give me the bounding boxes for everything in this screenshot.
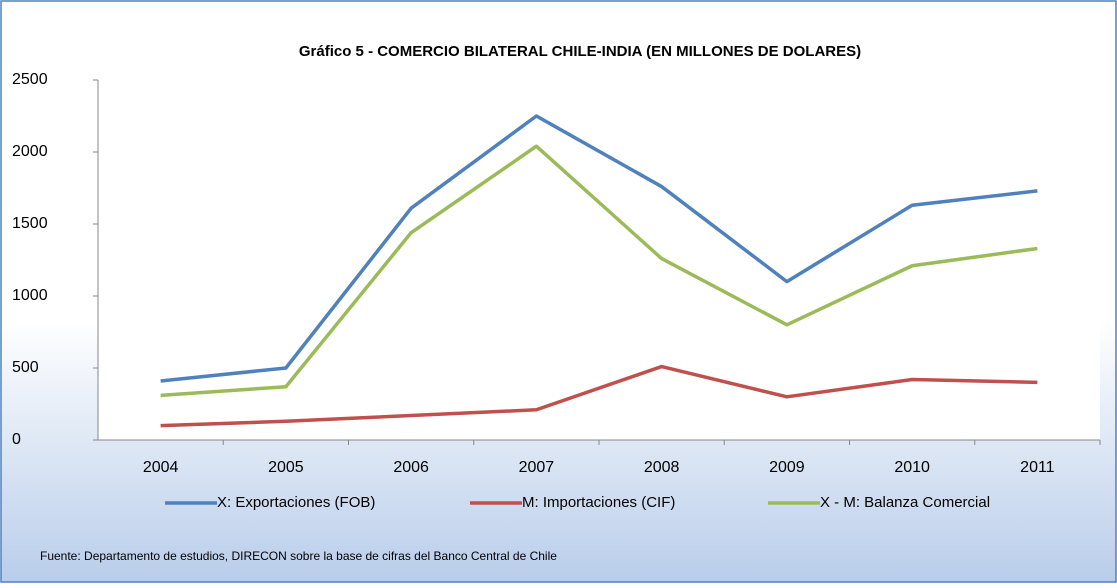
series-line <box>160 144 1038 398</box>
x-tick-label: 2008 <box>644 459 680 476</box>
y-tick-label: 2000 <box>12 143 48 160</box>
x-tick-label: 2010 <box>894 459 930 476</box>
x-tick-label: 2011 <box>1020 459 1055 476</box>
x-tick-label: 2007 <box>519 459 555 476</box>
y-tick-label: 500 <box>12 359 39 376</box>
x-tick-label: 2006 <box>393 459 429 476</box>
series-line <box>160 114 1038 383</box>
x-tick-label: 2004 <box>143 459 179 476</box>
source-note: Fuente: Departamento de estudios, DIRECO… <box>40 549 557 563</box>
y-tick-label: 0 <box>12 431 21 448</box>
y-tick-label: 1000 <box>12 287 48 304</box>
legend-label: X: Exportaciones (FOB) <box>217 494 375 511</box>
legend-label: M: Importaciones (CIF) <box>522 494 675 511</box>
chart-title: Gráfico 5 - COMERCIO BILATERAL CHILE-IND… <box>299 43 861 60</box>
series-line <box>160 364 1038 428</box>
legend-label: X - M: Balanza Comercial <box>820 494 990 511</box>
x-tick-label: 2009 <box>769 459 805 476</box>
y-tick-label: 2500 <box>12 71 48 88</box>
x-tick-label: 2005 <box>268 459 304 476</box>
y-tick-label: 1500 <box>12 215 48 232</box>
